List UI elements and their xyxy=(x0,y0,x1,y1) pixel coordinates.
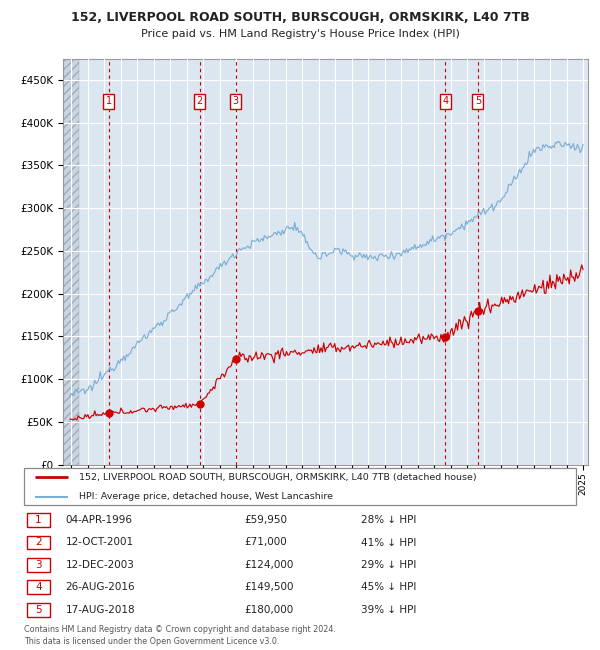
Text: 45% ↓ HPI: 45% ↓ HPI xyxy=(361,582,416,592)
Text: 152, LIVERPOOL ROAD SOUTH, BURSCOUGH, ORMSKIRK, L40 7TB: 152, LIVERPOOL ROAD SOUTH, BURSCOUGH, OR… xyxy=(71,11,529,24)
Text: HPI: Average price, detached house, West Lancashire: HPI: Average price, detached house, West… xyxy=(79,493,333,501)
Text: 12-DEC-2003: 12-DEC-2003 xyxy=(65,560,134,570)
Text: 4: 4 xyxy=(35,582,41,592)
Text: £149,500: £149,500 xyxy=(245,582,295,592)
Text: 1: 1 xyxy=(106,96,112,106)
Text: £71,000: £71,000 xyxy=(245,538,287,547)
Bar xyxy=(27,603,50,616)
Bar xyxy=(27,558,50,572)
Text: 4: 4 xyxy=(442,96,448,106)
Text: 39% ↓ HPI: 39% ↓ HPI xyxy=(361,604,416,614)
Text: £180,000: £180,000 xyxy=(245,604,294,614)
Text: 12-OCT-2001: 12-OCT-2001 xyxy=(65,538,134,547)
Text: 152, LIVERPOOL ROAD SOUTH, BURSCOUGH, ORMSKIRK, L40 7TB (detached house): 152, LIVERPOOL ROAD SOUTH, BURSCOUGH, OR… xyxy=(79,473,477,482)
Text: 1: 1 xyxy=(35,515,41,525)
Text: Price paid vs. HM Land Registry's House Price Index (HPI): Price paid vs. HM Land Registry's House … xyxy=(140,29,460,39)
Text: 5: 5 xyxy=(35,604,41,614)
Text: 29% ↓ HPI: 29% ↓ HPI xyxy=(361,560,416,570)
Text: £124,000: £124,000 xyxy=(245,560,294,570)
Text: 2: 2 xyxy=(35,538,41,547)
Text: 04-APR-1996: 04-APR-1996 xyxy=(65,515,133,525)
Text: 41% ↓ HPI: 41% ↓ HPI xyxy=(361,538,416,547)
Bar xyxy=(27,514,50,527)
Text: 26-AUG-2016: 26-AUG-2016 xyxy=(65,582,135,592)
Text: 28% ↓ HPI: 28% ↓ HPI xyxy=(361,515,416,525)
Text: 17-AUG-2018: 17-AUG-2018 xyxy=(65,604,135,614)
Text: £59,950: £59,950 xyxy=(245,515,288,525)
Bar xyxy=(27,580,50,594)
Text: 3: 3 xyxy=(35,560,41,570)
Bar xyxy=(27,536,50,549)
Text: 5: 5 xyxy=(475,96,481,106)
Text: 3: 3 xyxy=(232,96,239,106)
Text: Contains HM Land Registry data © Crown copyright and database right 2024.
This d: Contains HM Land Registry data © Crown c… xyxy=(24,625,336,646)
Text: 2: 2 xyxy=(197,96,203,106)
